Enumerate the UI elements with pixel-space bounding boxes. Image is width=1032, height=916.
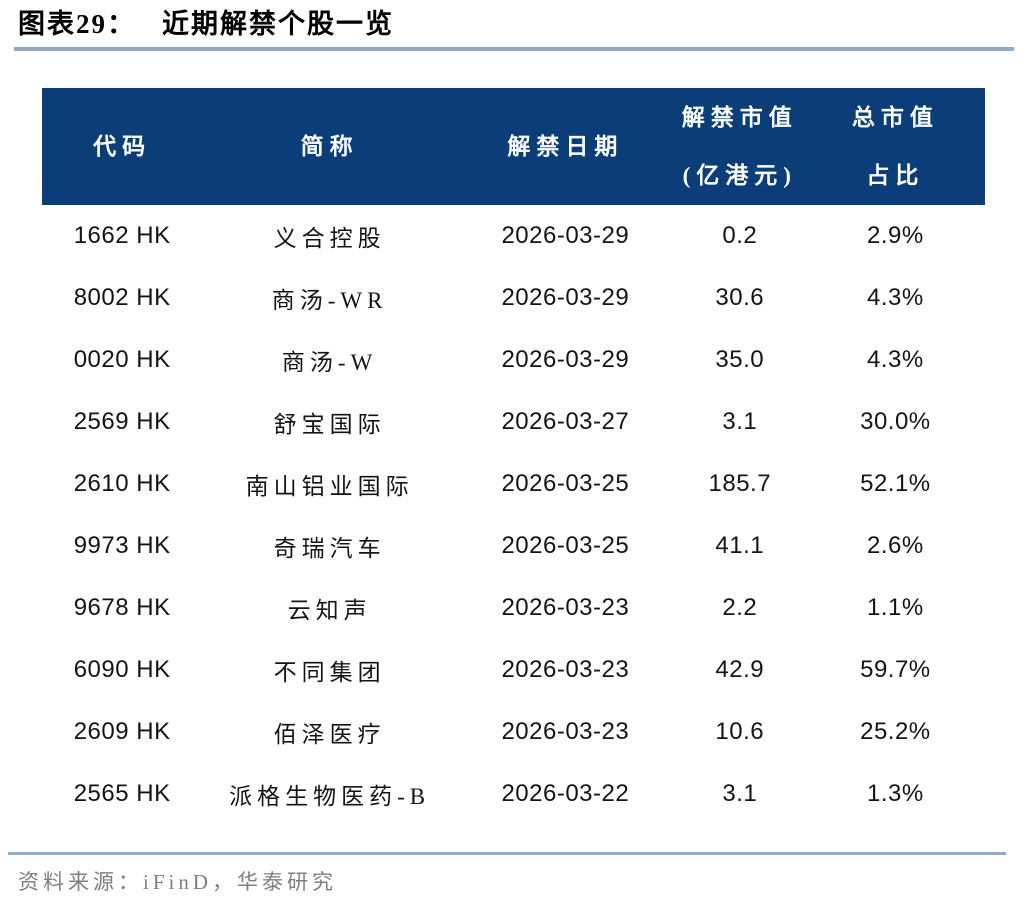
cell-code: 1662 HK — [73, 222, 171, 249]
cell-unlock-value: 0.2 — [722, 222, 758, 249]
cell-unlock-value: 35.0 — [715, 346, 765, 373]
table-row: 2569 HK 舒宝国际 2026-03-27 3.1 30.0% — [42, 391, 985, 453]
cell-code: 2609 HK — [73, 718, 171, 745]
cell-date: 2026-03-29 — [501, 222, 630, 249]
cell-pct: 4.3% — [867, 284, 924, 311]
cell-code: 2565 HK — [73, 780, 171, 807]
cell-code: 6090 HK — [73, 656, 171, 683]
header-cell-pct: 总市值 占比 — [806, 88, 985, 205]
cell-unlock-value: 3.1 — [722, 408, 758, 435]
title-divider — [14, 47, 1014, 51]
header-cell-date: 解禁日期 — [457, 88, 674, 205]
table-row: 0020 HK 商汤-W 2026-03-29 35.0 4.3% — [42, 329, 985, 391]
cell-pct: 4.3% — [867, 346, 924, 373]
header-cell-name: 简称 — [202, 88, 457, 205]
cell-name: 不同集团 — [273, 660, 386, 685]
cell-date: 2026-03-22 — [501, 780, 630, 807]
cell-date: 2026-03-25 — [501, 470, 630, 497]
cell-code: 9973 HK — [73, 532, 171, 559]
cell-unlock-value: 3.1 — [722, 780, 758, 807]
cell-pct: 30.0% — [860, 408, 931, 435]
header-label-unlock-value-line2: (亿港元) — [682, 162, 797, 188]
table-row: 9678 HK 云知声 2026-03-23 2.2 1.1% — [42, 577, 985, 639]
cell-name: 商汤-W — [281, 350, 378, 375]
cell-code: 8002 HK — [73, 284, 171, 311]
cell-date: 2026-03-27 — [501, 408, 630, 435]
table-row: 8002 HK 商汤-WR 2026-03-29 30.6 4.3% — [42, 267, 985, 329]
header-label-name: 简称 — [300, 133, 359, 159]
source-text: 资料来源：iFinD，华泰研究 — [18, 870, 338, 894]
cell-name: 派格生物医药-B — [229, 784, 431, 809]
cell-code: 2569 HK — [73, 408, 171, 435]
figure-title: 图表29： 近期解禁个股一览 — [0, 0, 1032, 40]
header-label-pct-line1: 总市值 — [851, 104, 939, 130]
table-row: 2609 HK 佰泽医疗 2026-03-23 10.6 25.2% — [42, 701, 985, 763]
cell-name: 云知声 — [287, 598, 372, 623]
cell-unlock-value: 30.6 — [715, 284, 765, 311]
header-cell-code: 代码 — [42, 88, 202, 205]
table-row: 1662 HK 义合控股 2026-03-29 0.2 2.9% — [42, 205, 985, 267]
table-row: 2610 HK 南山铝业国际 2026-03-25 185.7 52.1% — [42, 453, 985, 515]
cell-pct: 1.3% — [867, 780, 924, 807]
cell-name: 奇瑞汽车 — [273, 536, 386, 561]
cell-pct: 52.1% — [860, 470, 931, 497]
cell-pct: 25.2% — [860, 718, 931, 745]
header-cell-unlock-value: 解禁市值 (亿港元) — [674, 88, 806, 205]
cell-code: 9678 HK — [73, 594, 171, 621]
table-body: 1662 HK 义合控股 2026-03-29 0.2 2.9% 8002 HK… — [42, 205, 985, 825]
cell-date: 2026-03-25 — [501, 532, 630, 559]
cell-pct: 2.6% — [867, 532, 924, 559]
cell-code: 0020 HK — [73, 346, 171, 373]
table-row: 9973 HK 奇瑞汽车 2026-03-25 41.1 2.6% — [42, 515, 985, 577]
cell-pct: 1.1% — [867, 594, 924, 621]
cell-name: 商汤-WR — [271, 288, 388, 313]
figure-title-text: 近期解禁个股一览 — [162, 9, 394, 39]
header-label-unlock-value-line1: 解禁市值 — [681, 104, 798, 130]
cell-unlock-value: 2.2 — [722, 594, 758, 621]
cell-pct: 59.7% — [860, 656, 931, 683]
table-row: 6090 HK 不同集团 2026-03-23 42.9 59.7% — [42, 639, 985, 701]
cell-pct: 2.9% — [867, 222, 924, 249]
header-label-date: 解禁日期 — [507, 133, 624, 159]
cell-name: 佰泽医疗 — [273, 722, 386, 747]
cell-name: 义合控股 — [273, 226, 386, 251]
cell-date: 2026-03-29 — [501, 346, 630, 373]
header-label-code: 代码 — [93, 133, 152, 159]
header-label-pct-line2: 占比 — [866, 162, 925, 188]
cell-unlock-value: 185.7 — [708, 470, 772, 497]
source-divider — [8, 852, 1006, 855]
cell-unlock-value: 42.9 — [715, 656, 765, 683]
cell-unlock-value: 10.6 — [715, 718, 765, 745]
cell-date: 2026-03-29 — [501, 284, 630, 311]
cell-name: 南山铝业国际 — [245, 474, 414, 499]
cell-date: 2026-03-23 — [501, 718, 630, 745]
cell-code: 2610 HK — [73, 470, 171, 497]
figure-label: 图表29： — [18, 9, 136, 39]
cell-name: 舒宝国际 — [273, 412, 386, 437]
table-row: 2565 HK 派格生物医药-B 2026-03-22 3.1 1.3% — [42, 763, 985, 825]
unlock-table: 代码 简称 解禁日期 解禁市值 (亿港元) 总市值 占比 1662 HK 义合控… — [42, 88, 985, 825]
cell-date: 2026-03-23 — [501, 594, 630, 621]
cell-date: 2026-03-23 — [501, 656, 630, 683]
table-header: 代码 简称 解禁日期 解禁市值 (亿港元) 总市值 占比 — [42, 88, 985, 205]
cell-unlock-value: 41.1 — [715, 532, 765, 559]
